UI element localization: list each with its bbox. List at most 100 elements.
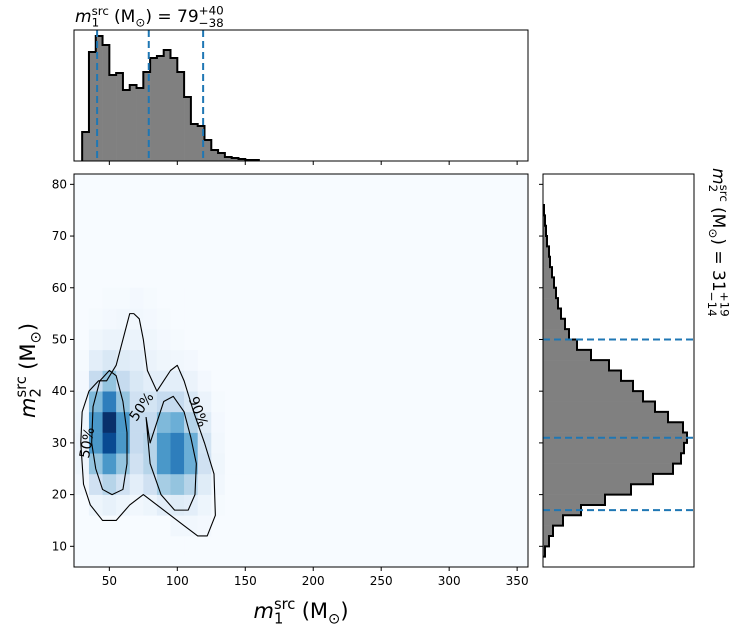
density-cell: [197, 287, 212, 309]
hist-bar: [543, 349, 591, 361]
density-cell: [238, 494, 253, 516]
density-cell: [75, 411, 90, 433]
density-cell: [238, 308, 253, 330]
density-cell: [129, 329, 144, 351]
density-cell: [102, 329, 117, 351]
x-tick-label: 350: [506, 574, 529, 588]
hist-bar: [543, 277, 554, 289]
panel-title-part: ⊙: [706, 228, 720, 238]
hist-bar: [543, 391, 643, 402]
y-tick-label: 70: [52, 229, 67, 243]
density-cell: [75, 287, 90, 309]
panel-title-part: +19: [718, 292, 732, 317]
density-cell: [184, 515, 198, 537]
hist-bar: [224, 157, 232, 161]
hist-bar: [543, 442, 684, 454]
density-cell: [224, 453, 239, 475]
density-cell: [156, 535, 171, 557]
hist-bar: [156, 56, 165, 161]
density-cell: [102, 391, 117, 413]
density-cell: [129, 349, 144, 371]
y-axis-label-part: (M: [16, 343, 40, 369]
density-cell: [129, 411, 144, 433]
density-cell: [197, 329, 212, 351]
density-cell: [170, 494, 185, 516]
panel-title-part: ) = 31: [708, 238, 728, 291]
hist-bar: [543, 515, 563, 526]
density-cell: [224, 391, 239, 413]
density-cell: [224, 494, 239, 516]
density-cell: [211, 432, 226, 454]
y-axis-label-part: src: [13, 376, 30, 397]
panel-title-part: src: [92, 4, 109, 18]
hist-bar: [163, 50, 171, 161]
y-tick-label: 30: [52, 436, 67, 450]
y-tick-label: 80: [52, 177, 67, 191]
panel-title-part: m: [75, 7, 92, 27]
hist-bar: [543, 494, 605, 506]
hist-bar: [543, 370, 621, 382]
density-cell: [75, 308, 90, 330]
density-cell: [129, 453, 144, 475]
panel-title-part: m: [708, 168, 728, 185]
density-cell: [238, 453, 253, 475]
density-cell: [102, 349, 117, 371]
density-cell: [88, 329, 103, 351]
y-axis-label-part: m: [16, 398, 40, 418]
density-cell: [143, 308, 158, 330]
density-cell: [75, 515, 90, 537]
density-cell: [88, 287, 103, 309]
density-cell: [75, 494, 90, 516]
density-cell: [102, 308, 117, 330]
hist-bar: [543, 298, 558, 309]
density-cell: [224, 287, 239, 309]
density-cell: [197, 473, 212, 495]
density-cell: [197, 391, 212, 413]
density-cell: [224, 473, 239, 495]
density-cell: [156, 432, 171, 454]
density-cell: [75, 432, 90, 454]
density-cell: [170, 308, 185, 330]
hist-bar: [150, 58, 158, 161]
y-tick-label: 10: [52, 539, 67, 553]
density-cell: [156, 473, 171, 495]
y-tick-label: 20: [52, 488, 67, 502]
hist-bar: [543, 473, 653, 485]
hist-outline: [81, 35, 260, 161]
density-cell: [211, 535, 226, 557]
y-axis-label-part: ): [16, 323, 40, 331]
y-tick-label: 40: [52, 384, 67, 398]
density-cell: [238, 432, 253, 454]
hist-bar: [116, 73, 124, 161]
panel-title-part: −14: [705, 292, 719, 317]
density-cell: [143, 287, 158, 309]
hist-bar: [543, 453, 681, 464]
panel-title-part: (M: [708, 207, 728, 228]
panel-title-part: 1: [92, 15, 100, 29]
density-cell: [156, 287, 171, 309]
hist-bar: [129, 85, 137, 161]
density-cell: [116, 432, 131, 454]
density-cell: [88, 453, 103, 475]
hist-bar: [543, 504, 581, 516]
density-cell: [88, 515, 103, 537]
density-cell: [88, 308, 103, 330]
density-cell: [197, 453, 212, 475]
density-cell: [116, 535, 131, 557]
density-cell: [197, 349, 212, 371]
contour: [80, 313, 216, 537]
density-cell: [170, 349, 185, 371]
y-tick-label: 50: [52, 332, 67, 346]
hist-bar: [197, 126, 205, 161]
hist-bar: [231, 158, 239, 161]
x-tick-label: 150: [234, 574, 257, 588]
density-cell: [211, 308, 226, 330]
density-cell: [197, 494, 212, 516]
density-cell: [75, 473, 90, 495]
panel-title-part: src: [717, 185, 731, 202]
density-cell: [88, 370, 103, 392]
